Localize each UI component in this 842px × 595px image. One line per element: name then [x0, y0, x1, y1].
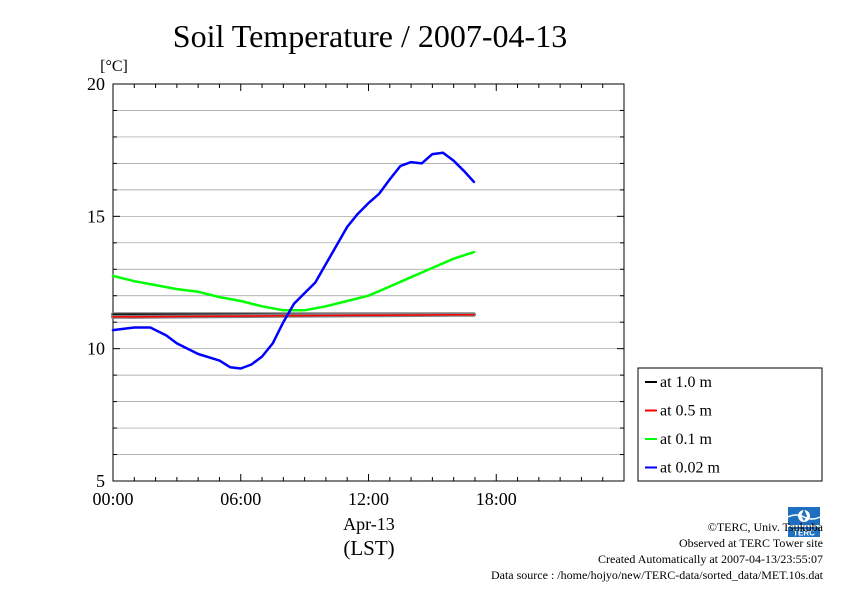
x-axis-date-label: Apr-13 [343, 514, 395, 534]
copyright-text: ©TERC, Univ. Tsukuba [707, 520, 823, 534]
chart-title: Soil Temperature / 2007-04-13 [173, 18, 567, 54]
axis-ticks [112, 83, 625, 482]
y-tick-labels: 5 10 15 20 [87, 74, 105, 491]
x-tick-label: 00:00 [92, 489, 133, 509]
chart-legend: at 1.0 m at 0.5 m at 0.1 m at 0.02 m [637, 367, 823, 482]
credits-block: ©TERC, Univ. Tsukuba Observed at TERC To… [491, 519, 823, 583]
grid-lines [113, 110, 624, 455]
series-lines [111, 151, 476, 370]
y-axis-unit-label: [°C] [100, 58, 128, 75]
series-line [112, 314, 475, 318]
legend-label: at 1.0 m [660, 374, 713, 391]
data-source-text: Data source : /home/hojyo/new/TERC-data/… [490, 568, 823, 582]
x-tick-label: 06:00 [220, 489, 261, 509]
y-tick-label: 10 [87, 339, 105, 359]
legend-label: at 0.5 m [660, 403, 713, 420]
series-line [111, 151, 476, 370]
plot-frame [112, 83, 625, 482]
x-tick-labels: 00:00 06:00 12:00 18:00 [92, 489, 516, 509]
legend-box [637, 367, 823, 482]
x-axis-timezone-label: (LST) [343, 536, 394, 560]
observed-text: Observed at TERC Tower site [678, 536, 823, 550]
y-tick-label: 15 [87, 206, 105, 226]
series-line [111, 250, 476, 312]
y-tick-label: 20 [87, 74, 105, 94]
x-tick-label: 12:00 [348, 489, 389, 509]
x-tick-label: 18:00 [476, 489, 517, 509]
legend-label: at 0.1 m [660, 431, 713, 448]
logo-text: TERC [793, 529, 815, 538]
y-tick-label: 5 [96, 471, 105, 491]
terc-logo: TERC [784, 503, 824, 539]
legend-label: at 0.02 m [660, 460, 721, 477]
created-text: Created Automatically at 2007-04-13/23:5… [598, 552, 823, 566]
